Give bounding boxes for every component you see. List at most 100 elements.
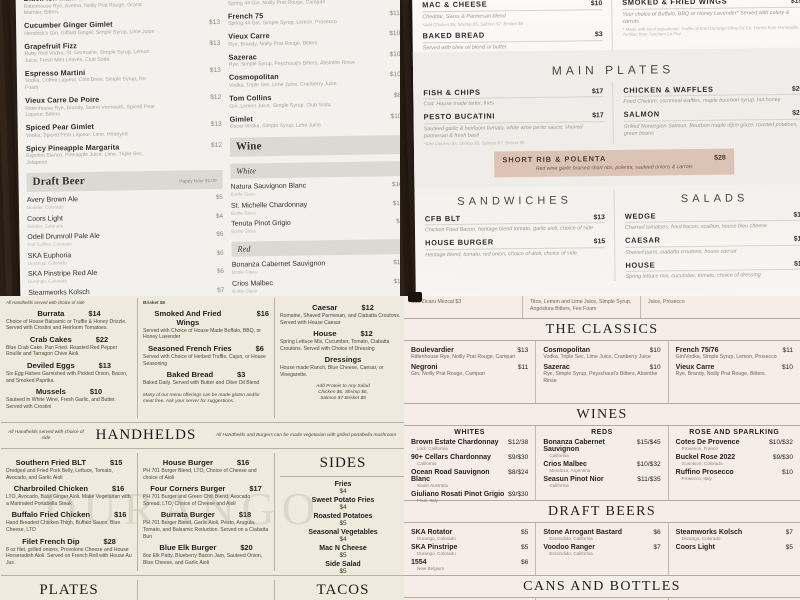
drink-item-name: Cosmopolitan [543,347,590,354]
menu-item: Tenuta Pinot Grigio Bottle Glass $9 [231,218,400,234]
drink-item-name: Boulevardier [411,347,454,354]
menu-item-text: Spiced Pear Gimlet Vodka, Spiced Pear Liq… [26,122,128,139]
feature-name: SHORT RIB & POLENTA [502,154,607,165]
menu-item-text: SKA Pinstripe Red Ale Durango, Colorado [28,270,97,285]
menu-item-heading: Smoked And Fried Wings $16 [143,309,269,327]
drink-item-name: Giuliano Rosati Pinot Grigio [411,491,505,498]
menu-item-heading: MAC & CHEESE $10 [422,0,603,12]
menu-item-text: SKA Euphoria Durango, Colorado [28,252,72,266]
mains-right-column: CHICKEN & WAFFLES $20 Fried Chicken, cornm… [623,79,800,144]
drink-item-heading: 90+ Cellars Chardonnay $9/$30 [411,454,528,461]
drink-item-name: Crios Malbec [543,461,587,468]
drink-item-origin: Mendoza, Argentina [549,468,591,473]
menu-item-text: Crios Malbec Bottle Glass [232,280,273,294]
drink-item-heading: Steamworks Kolsch $7 [676,529,793,536]
menu-item-text: Vieux Carre Rye, Brandy, Noilly Prat Roug… [228,31,317,49]
drink-item: Cosmopolitan $10 Vodka, Triple Sec, Lime J… [543,347,660,361]
drink-item: 90+ Cellars Chardonnay $9/$30 California [411,454,528,466]
board-menu-page: DURANGO All Handhelds served with choice… [0,296,412,600]
menu-item-name: Burrata [37,308,65,318]
menu-item: French 75 Spring 44 Gin, Simple Syrup, Le… [228,10,400,28]
menu-item-desc: Cod, House made tarter, fries [423,100,494,108]
menu-item-desc: House made Ranch, Blue Cheese, Caesar, o… [280,365,384,379]
menu-item-price: $13 [209,66,221,74]
drink-item-name: Brown Estate Chardonnay [411,439,499,446]
menu-item-desc: 8 oz filet, grilled onions, Provolone Ch… [6,546,132,566]
board-brisket-note: Brisket $8 [143,300,165,305]
draft-beer-title: Draft Beer [32,175,86,189]
menu-item-text: Coors Light Golden, Colorado [27,215,63,229]
menu-item-price: $6 [216,249,224,257]
sides-title: SIDES [319,455,367,471]
menu-item-price: $12 [393,259,400,267]
drink-item: Negroni $11 Gin, Noilly Prat Rouge, Campar… [411,364,528,378]
menu-item-text: Odell Drumroll Pale Ale Fort Collins, Col… [27,233,100,248]
drink-item-price: $15/$45 [636,439,661,446]
menu-item: Cosmopolitan Vodka, Triple Sec, Lime Juic… [229,71,400,89]
drink-item-heading: Ocean Road Sauvignon Blanc $8/$24 [411,469,528,483]
menu-item: Odell Drumroll Pale Ale Fort Collins, Col… [27,231,223,248]
menu-item-desc: 8oz Elk Patty, Blueberry Bacon Jam, Saut… [143,553,263,566]
menu-item: CHICKEN & WAFFLES $20 Fried Chicken, cornm… [623,83,800,106]
handhelds-note-right: All Handhelds and Burgers can be made ve… [215,432,397,438]
drink-item-heading: Brown Estate Chardonnay $12/38 [411,439,528,446]
menu-item-heading: Burrata $14 [6,309,132,318]
menu-item: Seasoned French Fries $6 Served with Choic… [143,344,269,367]
drink-item-price: $6 [653,529,661,536]
draft-column-2: Stone Arrogant Bastard $6 Escondido, Calif… [535,523,667,575]
drink-item-heading: SKA Pinstripe $5 [411,544,528,551]
board-top-left-note: All Handhelds served with choice of side [6,300,85,305]
menu-item-desc: PH 701 Burger Blend, Garlic Aioli, Pesto… [143,520,269,540]
menu-item-text: Sazerac Rye, Simple Syrup, Peychaud's Bit… [229,52,355,69]
drink-item-name: Bonanza Cabernet Sauvignon [543,439,605,453]
drink-item: Steamworks Kolsch $7 Durango, Colorado [676,529,793,541]
menu-item-desc: Spring 44 Gin, Simple Syrup, Lemon, Pros… [228,19,337,27]
menu-item: Espresso Martini Vodka, Coffee Liqueur, C… [25,67,221,92]
menu-item-name: Dressings [324,355,362,365]
drink-item-price: $5 [520,544,529,551]
menu-item: Bonanza Cabernet Sauvignon Bottle Glass $1… [232,259,400,275]
drink-item-price: $12/38 [508,439,529,446]
menu-item-desc: Your choice of Buffalo, BBQ or Honey Lav… [622,9,790,25]
drink-item-name: Seasun Pinot Nior [543,476,604,483]
drink-item-name: Steamworks Kolsch [675,529,743,536]
menu-item-text: French 75 Spring 44 Gin, Simple Syrup, Le… [228,11,337,28]
drink-item: Stone Arrogant Bastard $6 Escondido, Calif… [543,529,660,541]
drink-item-price: $7 [785,529,793,536]
menu-item: Dressings House made Ranch, Blue Cheese, … [280,355,406,378]
menu-item-name: Natura Sauvignon Blanc [230,182,307,191]
menu-item-price: $15 [790,0,800,5]
draft-beer-header: Draft Beer Happy Hour $1.00 [26,170,223,193]
drink-item-origin: Durango, Colorado [417,536,456,541]
menu-item-price: $14 [88,308,101,318]
menu-item: Four Corners Burger $17 PH 701 Burger and … [143,484,269,507]
menu-item-heading: SMOKED & FRIED WINGS $15 [622,0,800,10]
menu-item-price: $17 [249,484,262,494]
main-plates-section: MAIN PLATES FISH & CHIPS $17 Cod, House ma… [412,47,800,189]
board-shared-column: Brisket $8 Smoked And Fried Wings $16 Serv… [137,298,274,418]
menu-item-desc: Hand Breaded Chicken Thigh, Buffalo Sauc… [6,520,121,534]
menu-item-name: Deviled Eggs [26,360,75,370]
menu-item: Blue Elk Burger $20 8oz Elk Patty, Blueber… [143,543,269,566]
menu-item: Vieux Carre De Poire Rittenhouse Rye, Bra… [25,94,221,119]
drink-item-origin: Escondido, California [549,536,593,541]
side-item-name: Sweet Potato Fries [311,497,375,504]
menu-item-desc: Vodka, Coffee Liqueur, Cold Brew, Simple… [24,76,146,91]
menu-item: SMOKED & FRIED WINGS $15 Your choice of Bu… [622,0,800,37]
menu-item-name: Filet French Dip [22,536,80,546]
menu-item-price: $13 [98,360,112,370]
drink-item-name: 1554 [411,559,427,566]
drink-item-name: Cotes De Provence [675,439,740,446]
drink-item-price: $10 [649,363,661,371]
drink-item-heading: Voodoo Ranger $7 [543,544,660,551]
menu-item-name: SMOKED & FRIED WINGS [622,0,728,7]
draft-column-3: Steamworks Kolsch $7 Durango, Colorado Coor… [667,523,800,575]
menu-item-name: Smoked And Fried Wings [154,308,222,327]
drinks-top-fragment-mid: Titos, Lemon and Lime Juice, Simple Syru… [522,296,640,318]
menu-item: Black-Ish ManhattanRittenhouse Rye, Aver… [24,0,220,17]
drink-item: Brown Estate Chardonnay $12/38 Lodi, Calif… [411,439,528,451]
menu-item: FISH & CHIPS $17 Cod, House made tarter, f… [423,85,604,109]
reds-header: REDS [591,429,613,436]
menu-item-desc: Gin, Lemon Juice, Simple Syrup, Club Sod… [229,101,331,110]
drink-item-price: $11 [782,347,793,354]
